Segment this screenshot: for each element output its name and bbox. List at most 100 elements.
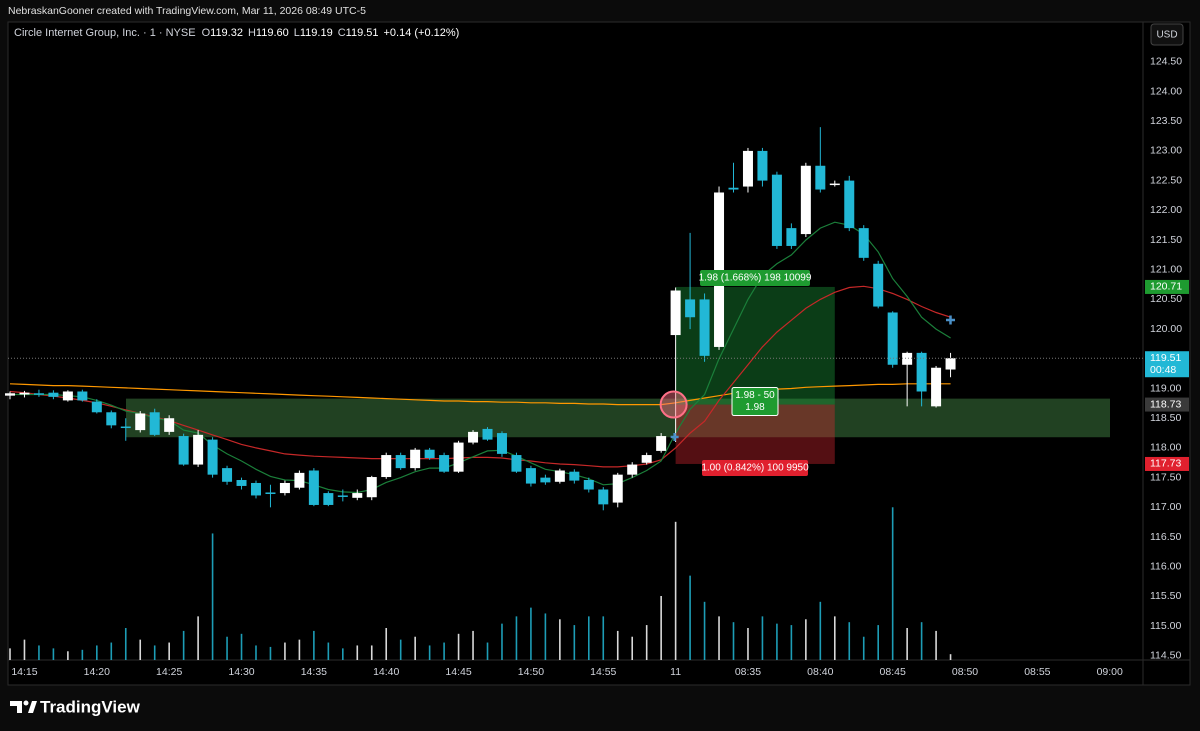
volume-bar	[935, 630, 937, 660]
volume-bar	[9, 648, 11, 660]
volume-bar	[703, 601, 706, 660]
price-label-box	[1145, 456, 1189, 471]
volume-bar	[949, 654, 952, 660]
countdown: 00:48	[1150, 364, 1176, 376]
target-label: 1.98 (1.668%) 198 10099	[699, 273, 812, 284]
volume-bar	[226, 636, 228, 660]
legend-value: 119.32	[210, 27, 243, 39]
candle-body	[33, 393, 44, 395]
legend-value: 119.51	[346, 27, 379, 39]
candle-body	[554, 470, 565, 482]
y-tick-label: 115.00	[1150, 620, 1181, 632]
candle-body	[62, 391, 73, 401]
candle-body	[931, 367, 942, 407]
candle-body	[207, 439, 218, 475]
candle-body	[395, 455, 406, 469]
candle-body	[771, 174, 782, 246]
y-tick-label: 118.50	[1150, 412, 1181, 424]
volume-bar	[544, 613, 547, 660]
volume-bar	[732, 622, 735, 660]
volume-bar	[414, 636, 416, 660]
volume-bar	[67, 651, 69, 660]
price-label: 118.73	[1150, 398, 1181, 410]
candle-body	[844, 180, 855, 229]
candle-body	[815, 165, 826, 190]
header: NebraskanGooner created with TradingView…	[8, 5, 366, 17]
x-tick-label: 08:40	[807, 666, 833, 678]
volume-bar	[776, 623, 778, 660]
candle-body	[222, 468, 233, 482]
volume-bar	[38, 645, 40, 660]
y-tick-label: 119.00	[1150, 382, 1181, 394]
footer-brand: TradingView	[40, 697, 141, 716]
candle-body	[19, 392, 30, 395]
volume-bar	[906, 628, 908, 660]
candle-body	[164, 418, 175, 432]
volume-bar	[877, 625, 879, 660]
volume-bar	[81, 649, 84, 660]
y-tick-label: 123.00	[1150, 145, 1182, 157]
y-tick-label: 117.00	[1150, 501, 1181, 513]
candle-body	[945, 358, 956, 370]
candle-body	[670, 290, 681, 336]
candle-body	[887, 312, 898, 365]
volume-bar	[472, 630, 474, 660]
candle-body	[786, 228, 797, 246]
candle-body	[294, 472, 305, 488]
price-label: 117.73	[1150, 458, 1181, 470]
legend-change: +0.14 (+0.12%)	[383, 27, 459, 39]
price-label: 120.71	[1150, 281, 1182, 293]
x-tick-label: 14:15	[11, 666, 37, 678]
volume-bar	[891, 507, 894, 660]
candle-body	[193, 434, 204, 465]
target-label-box	[700, 269, 810, 286]
candle-body	[641, 455, 652, 463]
logo	[10, 700, 37, 713]
legend-label: C	[338, 27, 346, 39]
volume-bar	[530, 607, 532, 660]
candle-body	[699, 299, 710, 356]
volume-bar	[515, 616, 518, 660]
cross-marker	[670, 315, 955, 441]
candle-body	[178, 436, 189, 465]
legend-value: 119.19	[300, 27, 333, 39]
candle-body	[902, 352, 913, 365]
volume-bar	[718, 616, 720, 660]
candle-body	[800, 165, 811, 235]
volume-bar	[182, 630, 185, 660]
x-tick-label: 14:35	[301, 666, 327, 678]
plot-area: 1.98 (1.668%) 198 10099 1.00 (0.842%) 100…	[5, 127, 1143, 660]
volume-bar	[761, 616, 764, 660]
candle-body	[149, 412, 160, 435]
y-tick-label: 114.50	[1150, 650, 1181, 662]
volume-bar	[211, 533, 214, 660]
candle-body	[511, 455, 522, 472]
currency-button[interactable]	[1150, 23, 1184, 46]
candle-body	[453, 442, 464, 472]
volume-bar	[457, 633, 460, 660]
x-tick-label: 08:35	[735, 666, 761, 678]
y-tick-label: 120.00	[1150, 323, 1182, 335]
volume-bar	[616, 630, 619, 660]
volume-bar	[269, 646, 272, 660]
volume-bar	[168, 642, 170, 660]
volume-bar	[848, 622, 851, 660]
price-label-box	[1145, 351, 1189, 378]
candle-body	[337, 495, 348, 497]
y-tick-label: 117.50	[1150, 471, 1181, 483]
candle-body	[279, 482, 290, 494]
currency[interactable]: USD	[1156, 30, 1177, 41]
candle-body	[352, 493, 363, 498]
stop-label-box	[702, 459, 808, 476]
volume-bar	[153, 645, 156, 660]
candle-body	[482, 428, 493, 440]
volume-bar	[327, 642, 330, 660]
y-tick-label: 120.50	[1150, 293, 1182, 305]
volume-bar	[399, 639, 402, 660]
volume-bar	[920, 622, 923, 660]
symbol-name: Circle Internet Group, Inc. · 1 · NYSE	[14, 27, 196, 39]
volume-bar	[342, 648, 344, 660]
volume-bar	[255, 645, 257, 660]
candle-body	[583, 480, 594, 490]
volume-bar	[284, 642, 286, 660]
